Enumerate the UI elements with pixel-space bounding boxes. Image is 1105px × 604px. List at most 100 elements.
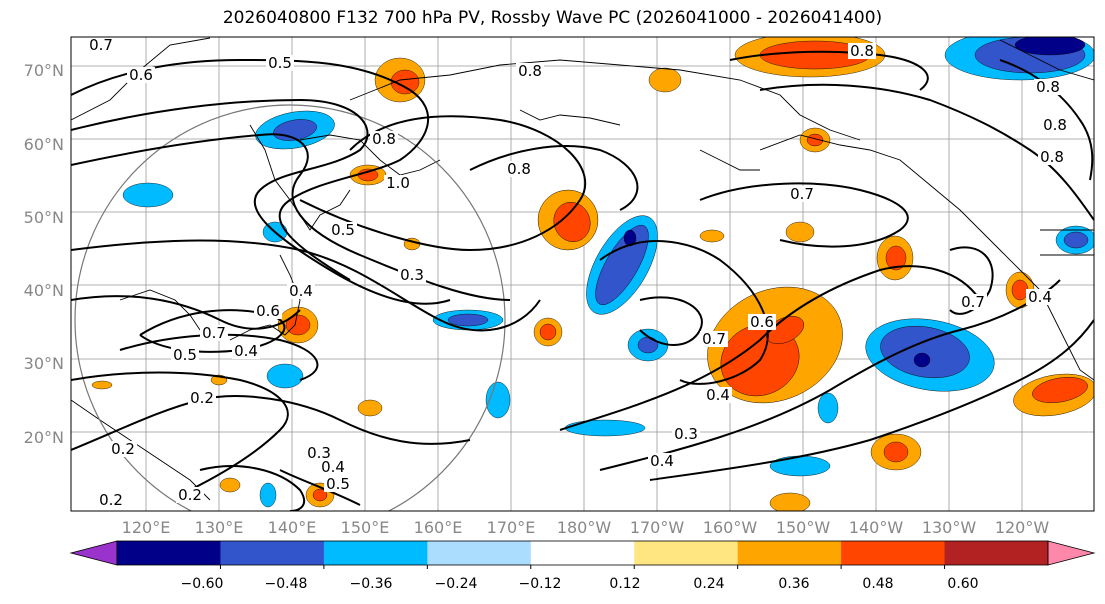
contour-label-bg (127, 67, 155, 83)
contour-label: 0.8 (372, 130, 396, 148)
contour-label: 0.7 (790, 185, 814, 203)
lon-label: 150°W (775, 518, 831, 537)
pv-anomaly-neg-light (122, 182, 174, 208)
contour-label: 0.2 (190, 389, 214, 407)
lat-label: 20°N (23, 428, 64, 447)
colorbar-tick-label: −0.36 (349, 576, 393, 592)
contour-label-bg (398, 267, 426, 283)
pv-anomaly-neg-mid (595, 225, 649, 305)
contour-label: 1.0 (386, 174, 410, 192)
contour-label: 0.2 (99, 491, 123, 509)
pv-anomaly-shading (91, 37, 1094, 511)
pv-anomaly-pos-mid (539, 323, 557, 341)
contour-label: 0.2 (111, 440, 135, 458)
colorbar-tick-label: 0.48 (862, 576, 894, 592)
lon-label: 150°E (340, 518, 390, 537)
contour-label: 0.5 (326, 475, 350, 493)
contour-label-bg (370, 131, 398, 147)
pv-anomaly-pos-mid (390, 69, 420, 95)
contour-label: 0.6 (750, 313, 774, 331)
contour-label: 0.8 (518, 62, 542, 80)
contour-label-bg (266, 55, 294, 71)
pv-anomaly-neg-mid (880, 325, 970, 379)
contour-label-bg (97, 492, 125, 508)
pv-anomaly-pos-mid (1011, 279, 1029, 301)
contour-label: 0.4 (706, 386, 730, 404)
contour-label-bg (704, 387, 732, 403)
pv-anomaly-neg-strong (913, 352, 931, 368)
lon-label: 160°E (413, 518, 463, 537)
reference-circle (74, 104, 506, 511)
contour-label-bg (287, 283, 315, 299)
contour-label: 0.3 (674, 425, 698, 443)
pv-anomaly-neg-light (817, 392, 839, 424)
contour-label-bg (788, 186, 816, 202)
lon-label: 120°W (994, 518, 1050, 537)
contour-label: 0.7 (202, 324, 226, 342)
pv-anomaly-pos-mid (1032, 377, 1088, 403)
contour-label: 0.4 (650, 452, 674, 470)
pv-anomaly-neg-light (564, 419, 646, 437)
pv-anomaly-neg-light (259, 482, 277, 508)
contour-label: 0.8 (1043, 116, 1067, 134)
pv-anomaly-neg-mid (1063, 231, 1089, 249)
colorbar-tick-label: 0.24 (693, 576, 725, 592)
contour-label: 0.8 (1036, 78, 1060, 96)
pv-anomaly-pos-light (648, 67, 682, 93)
pv-anomaly-pos-light (219, 477, 241, 493)
contour-label-bg (1026, 289, 1054, 305)
pv-anomaly-neg-light (266, 363, 304, 389)
lat-label: 30°N (23, 354, 64, 373)
lat-label: 60°N (23, 135, 64, 154)
contour-label: 0.3 (400, 266, 424, 284)
map-title: 2026040800 F132 700 hPa PV, Rossby Wave … (222, 8, 883, 28)
pv-anomaly-pos-mid (806, 133, 824, 147)
pv-anomaly-pos-mid (885, 245, 907, 271)
contour-label-bg (109, 441, 137, 457)
contour-labels: 0.70.60.5 0.80.80.81.00.80.70.50.30.60.40… (87, 37, 1069, 509)
lat-label: 40°N (23, 281, 64, 300)
lon-label: 140°E (267, 518, 317, 537)
colorbar-tick-label: −0.60 (180, 576, 224, 592)
contour-label-bg (188, 390, 216, 406)
map-frame (70, 36, 1095, 512)
lon-label: 120°E (121, 518, 171, 537)
pv-anomaly-pos-mid (553, 202, 591, 242)
pv-anomaly-neg-mid (447, 313, 489, 327)
contour-label-bg (254, 303, 282, 319)
contour-label-bg (748, 314, 776, 330)
lon-label: 130°W (921, 518, 977, 537)
contour-label: 0.7 (702, 330, 726, 348)
lon-label: 140°W (848, 518, 904, 537)
contour-label: 0.7 (961, 293, 985, 311)
colorbar-tick-label: −0.24 (434, 576, 478, 592)
contour-label-bg (700, 331, 728, 347)
contour-label: 0.4 (234, 342, 258, 360)
coastlines (71, 37, 1094, 501)
pv-anomaly-neg-light (485, 381, 511, 419)
contour-label: 0.6 (256, 302, 280, 320)
contour-label-bg (672, 426, 700, 442)
colorbar-tick-label: 0.60 (947, 576, 979, 592)
contour-label-bg (516, 63, 544, 79)
pv-anomaly-pos-mid (312, 488, 328, 502)
contour-label: 0.4 (321, 458, 345, 476)
contour-label: 0.3 (307, 444, 331, 462)
contour-label-bg (848, 43, 876, 59)
contour-label: 0.8 (507, 160, 531, 178)
contour-label-bg (505, 161, 533, 177)
pv-anomaly-neg-strong (623, 229, 637, 247)
contour-label-bg (648, 453, 676, 469)
colorbar-tick-label: 0.12 (609, 576, 641, 592)
contour-label: 0.2 (178, 486, 202, 504)
contour-label-bg (200, 325, 228, 341)
contour-label: 0.4 (289, 282, 313, 300)
lon-label: 160°W (702, 518, 758, 537)
pv-anomaly-neg-light (769, 455, 831, 477)
pv-anomaly-pos-light (785, 221, 815, 243)
colorbar-tick-label: 0.36 (778, 576, 810, 592)
contour-label: 0.4 (1028, 288, 1052, 306)
contour-label-bg (1038, 149, 1066, 165)
contour-label-bg (959, 294, 987, 310)
